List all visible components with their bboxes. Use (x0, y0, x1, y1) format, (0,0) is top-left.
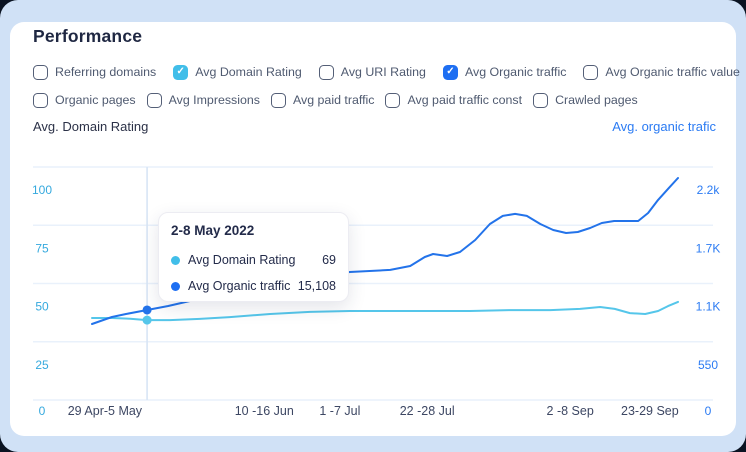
filter-referring-domains[interactable]: Referring domains (33, 64, 157, 80)
checkbox-label: Avg Organic traffic (464, 65, 567, 79)
checkbox-label: Avg URI Rating (340, 65, 426, 79)
left-axis-tick: 50 (35, 300, 49, 314)
performance-chart[interactable]: 100 2.2k 75 1.7K 50 1.1K 25 550 0 0 29 Apr-5 May 10… (10, 155, 736, 427)
tooltip-series-name: Avg Domain Rating (188, 253, 296, 267)
checkbox-icon[interactable] (318, 64, 334, 80)
right-axis-tick: 2.2k (697, 183, 721, 197)
checkbox-checked-icon[interactable]: ✓ (442, 64, 458, 80)
checkbox-label: Crawled pages (555, 93, 638, 107)
left-axis-tick: 25 (35, 358, 49, 372)
checkbox-label: Avg paid traffic const (407, 93, 523, 107)
x-axis-tick: 1 -7 Jul (319, 404, 360, 418)
filter-avg-domain-rating[interactable]: ✓ Avg Domain Rating (173, 64, 302, 80)
filter-crawled-pages[interactable]: Crawled pages (533, 92, 638, 108)
series-dot-icon (171, 255, 180, 265)
checkbox-label: Avg paid traffic (292, 93, 375, 107)
tooltip-row: Avg Domain Rating 69 (171, 247, 336, 273)
tooltip-rows: Avg Domain Rating 69 Avg Organic traffic 15… (171, 247, 336, 299)
checkbox-icon[interactable] (270, 92, 286, 108)
chart-tooltip: 2-8 May 2022 Avg Domain Rating 69 Avg Orga… (158, 212, 349, 302)
hover-dot-avg-domain-rating[interactable] (142, 315, 152, 325)
chart-right-axis-title[interactable]: Avg. organic trafic (612, 119, 716, 134)
performance-card: Performance Referring domains ✓ Avg Domain… (10, 22, 740, 436)
right-axis-tick: 550 (698, 358, 718, 372)
hover-dot-avg-organic-traffic[interactable] (142, 305, 152, 315)
filter-organic-pages[interactable]: Organic pages (33, 92, 136, 108)
x-axis-tick: 2 -8 Sep (547, 404, 594, 418)
checkbox-icon[interactable] (583, 64, 599, 80)
filter-row-1: Referring domains ✓ Avg Domain Rating Avg U… (33, 64, 740, 80)
checkbox-icon[interactable] (385, 92, 401, 108)
series-dot-icon (171, 281, 180, 291)
filter-avg-organic-traffic-value[interactable]: Avg Organic traffic value (583, 64, 740, 80)
filter-avg-paid-traffic-const[interactable]: Avg paid traffic const (385, 92, 523, 108)
tooltip-series-value: 69 (322, 253, 336, 267)
checkbox-label: Referring domains (55, 65, 157, 79)
checkbox-label: Organic pages (55, 93, 136, 107)
checkmark-icon: ✓ (446, 66, 455, 77)
tooltip-series-value: 15,108 (297, 279, 336, 293)
checkbox-label: Avg Domain Rating (195, 65, 302, 79)
checkbox-icon[interactable] (33, 92, 48, 108)
left-axis-tick: 75 (35, 241, 49, 255)
filter-avg-paid-traffic[interactable]: Avg paid traffic (270, 92, 375, 108)
checkbox-icon[interactable] (33, 64, 48, 80)
tooltip-date: 2-8 May 2022 (171, 223, 255, 238)
tooltip-series-name: Avg Organic traffic (188, 279, 291, 293)
filter-avg-organic-traffic[interactable]: ✓ Avg Organic traffic (442, 64, 567, 80)
filter-avg-uri-rating[interactable]: Avg URI Rating (318, 64, 426, 80)
x-axis-tick: 10 -16 Jun (235, 404, 294, 418)
right-axis-tick: 0 (705, 404, 712, 418)
page-title: Performance (33, 26, 143, 46)
checkbox-icon[interactable] (146, 92, 162, 108)
checkbox-label: Avg Organic traffic value (605, 65, 740, 79)
filter-row-2: Organic pages Avg Impressions Avg paid tra… (33, 92, 728, 108)
left-axis-tick: 0 (39, 404, 46, 418)
checkbox-label: Avg Impressions (168, 93, 260, 107)
filter-avg-impressions[interactable]: Avg Impressions (146, 92, 260, 108)
right-axis-tick: 1.1K (696, 300, 721, 314)
x-axis-tick: 23-29 Sep (621, 404, 679, 418)
tooltip-row: Avg Organic traffic 15,108 (171, 273, 336, 299)
x-axis-tick: 29 Apr-5 May (68, 404, 143, 418)
checkbox-checked-icon[interactable]: ✓ (173, 64, 189, 80)
checkmark-icon: ✓ (176, 66, 185, 77)
series-line-avg-domain-rating[interactable] (91, 300, 679, 322)
left-axis-tick: 100 (32, 183, 52, 197)
chart-left-axis-title: Avg. Domain Rating (33, 119, 149, 134)
x-axis-tick: 22 -28 Jul (400, 404, 455, 418)
right-axis-tick: 1.7K (696, 241, 721, 255)
checkbox-icon[interactable] (533, 92, 549, 108)
